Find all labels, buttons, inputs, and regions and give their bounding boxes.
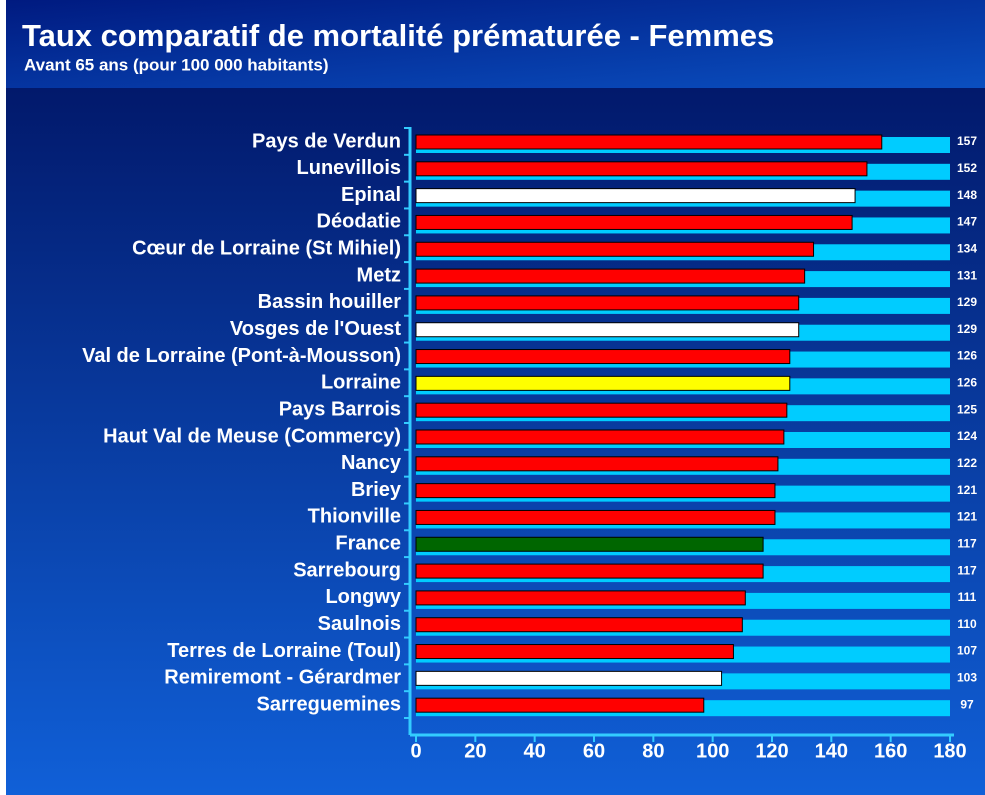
value-label: 121 xyxy=(957,510,977,524)
y-tick-label: Saulnois xyxy=(318,613,401,635)
value-label: 103 xyxy=(957,671,977,685)
y-tick-label: Pays Barrois xyxy=(279,398,401,420)
bar xyxy=(415,697,705,713)
bar xyxy=(415,670,723,686)
bar xyxy=(415,563,764,579)
x-tick-label: 80 xyxy=(642,740,664,762)
y-tick-label: Remiremont - Gérardmer xyxy=(164,667,401,689)
y-tick-label: Briey xyxy=(351,479,402,501)
value-label: 126 xyxy=(957,349,977,363)
bar xyxy=(415,241,815,257)
bar xyxy=(415,483,776,499)
value-label: 122 xyxy=(957,456,977,470)
x-tick-label: 100 xyxy=(696,740,729,762)
value-label: 110 xyxy=(957,617,977,631)
bar xyxy=(415,644,734,660)
bar xyxy=(415,349,791,365)
bar xyxy=(415,429,785,445)
bar xyxy=(415,214,853,230)
value-label: 124 xyxy=(957,429,977,443)
y-tick-label: France xyxy=(335,533,401,555)
y-tick-label: Nancy xyxy=(341,452,402,474)
value-label: 129 xyxy=(957,295,977,309)
bar xyxy=(415,590,746,606)
value-label: 131 xyxy=(957,268,977,282)
y-tick-label: Lunevillois xyxy=(297,157,401,179)
y-tick-label: Vosges de l'Ouest xyxy=(230,318,401,340)
chart-title: Taux comparatif de mortalité prématurée … xyxy=(22,18,774,53)
value-label: 117 xyxy=(957,563,977,577)
bar xyxy=(415,188,856,204)
bar xyxy=(415,268,806,284)
x-tick-label: 160 xyxy=(874,740,907,762)
bar xyxy=(415,295,800,311)
chart-subtitle: Avant 65 ans (pour 100 000 habitants) xyxy=(24,55,329,74)
value-label: 126 xyxy=(957,376,977,390)
value-label: 134 xyxy=(957,241,977,255)
x-tick-label: 180 xyxy=(933,740,966,762)
y-tick-label: Sarreguemines xyxy=(256,693,401,715)
value-label: 147 xyxy=(957,215,977,229)
y-tick-label: Terres de Lorraine (Toul) xyxy=(167,640,401,662)
x-tick-label: 140 xyxy=(815,740,848,762)
bar xyxy=(415,456,779,472)
value-label: 121 xyxy=(957,483,977,497)
value-label: 157 xyxy=(957,134,977,148)
header xyxy=(6,0,985,88)
y-tick-label: Pays de Verdun xyxy=(252,130,401,152)
value-label: 111 xyxy=(958,590,977,604)
y-tick-label: Val de Lorraine (Pont-à-Mousson) xyxy=(82,345,401,367)
y-tick-label: Haut Val de Meuse (Commercy) xyxy=(103,425,401,447)
bar xyxy=(415,134,883,150)
x-tick-label: 0 xyxy=(410,740,421,762)
bar xyxy=(415,161,868,177)
bar xyxy=(415,322,800,338)
value-label: 152 xyxy=(957,161,977,175)
bar xyxy=(415,617,743,633)
value-label: 148 xyxy=(957,188,977,202)
y-tick-label: Longwy xyxy=(325,586,401,608)
bar xyxy=(415,375,791,391)
y-tick-label: Lorraine xyxy=(321,372,401,394)
x-tick-label: 40 xyxy=(524,740,546,762)
value-label: 125 xyxy=(957,402,977,416)
bar xyxy=(415,509,776,525)
y-tick-label: Epinal xyxy=(341,184,401,206)
y-tick-label: Thionville xyxy=(308,506,401,528)
y-tick-label: Cœur de Lorraine (St Mihiel) xyxy=(132,238,401,260)
y-tick-label: Déodatie xyxy=(317,211,401,233)
x-tick-label: 60 xyxy=(583,740,605,762)
value-label: 107 xyxy=(957,644,977,658)
x-tick-label: 120 xyxy=(755,740,788,762)
value-label: 97 xyxy=(960,697,974,711)
x-tick-label: 20 xyxy=(464,740,486,762)
bar xyxy=(415,402,788,418)
y-tick-label: Sarrebourg xyxy=(293,559,401,581)
value-label: 129 xyxy=(957,322,977,336)
value-label: 117 xyxy=(957,536,977,550)
bar xyxy=(415,536,764,552)
y-tick-label: Bassin houiller xyxy=(258,291,402,313)
y-tick-label: Metz xyxy=(357,264,401,286)
